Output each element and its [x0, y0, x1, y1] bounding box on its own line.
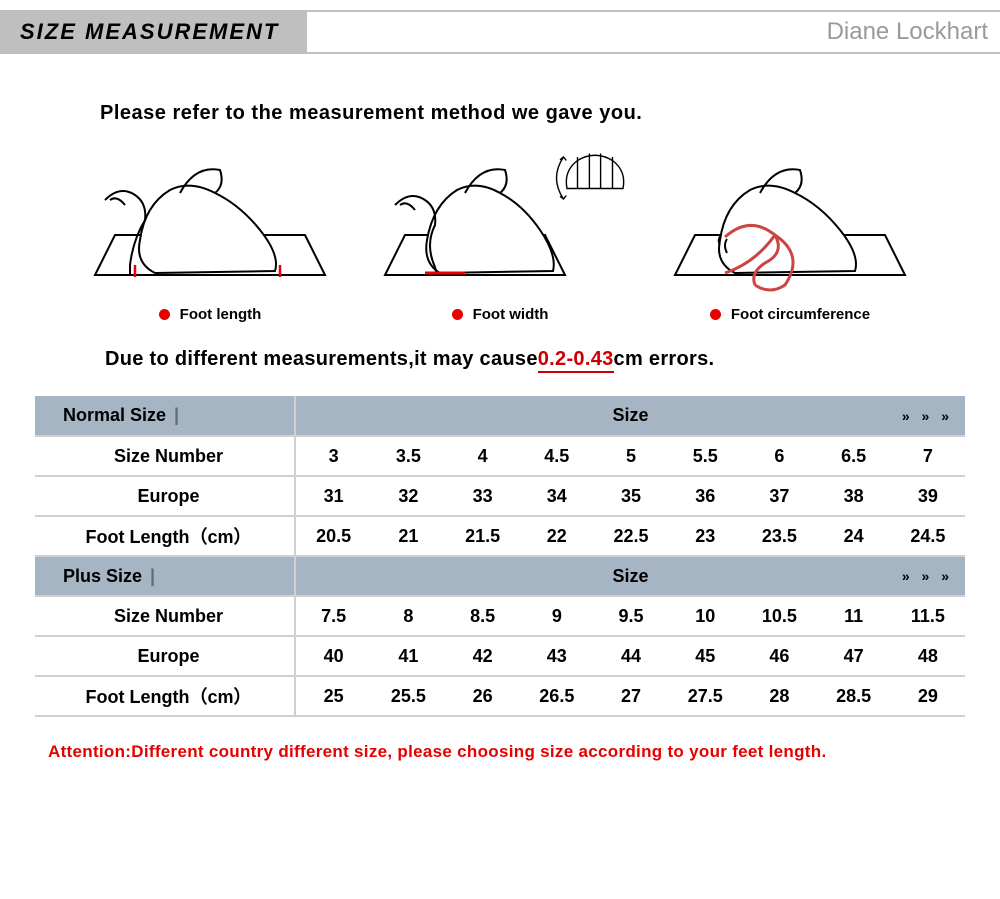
table-row: Foot Length（cm） 20.5 21 21.5 22 22.5 23 …	[35, 516, 965, 556]
table-section-normal: Normal Size| Size » » »	[35, 396, 965, 436]
caption-label: Foot length	[180, 306, 262, 323]
page-title: SIZE MEASUREMENT	[0, 12, 307, 52]
diagram-foot-length: Foot length	[75, 145, 345, 323]
section-label: Normal Size|	[35, 396, 295, 436]
red-dot-icon	[710, 309, 721, 320]
table-row: Size Number 3 3.5 4 4.5 5 5.5 6 6.5 7	[35, 436, 965, 476]
error-note: Due to different measurements,it may cau…	[105, 348, 1000, 371]
brand-name: Diane Lockhart	[827, 18, 1000, 46]
size-table: Normal Size| Size » » » Size Number 3 3.…	[35, 396, 965, 717]
diagram-foot-width: Foot width	[365, 145, 635, 323]
caption-foot-width: Foot width	[365, 306, 635, 323]
foot-length-illustration	[75, 145, 345, 295]
error-suffix: cm errors.	[614, 348, 715, 370]
section-size-label: Size » » »	[295, 396, 965, 436]
diagram-row: Foot length	[60, 145, 940, 323]
caption-label: Foot width	[473, 306, 549, 323]
row-label: Foot Length（cm）	[35, 676, 295, 716]
row-label: Europe	[35, 476, 295, 516]
red-dot-icon	[452, 309, 463, 320]
attention-text: Attention:Different country different si…	[48, 742, 965, 762]
table-section-plus: Plus Size| Size » » »	[35, 556, 965, 596]
error-value: 0.2-0.43	[538, 348, 614, 373]
header-bar: SIZE MEASUREMENT Diane Lockhart	[0, 10, 1000, 54]
section-size-label: Size » » »	[295, 556, 965, 596]
caption-foot-circumference: Foot circumference	[655, 306, 925, 323]
foot-width-illustration	[365, 145, 635, 295]
row-label: Size Number	[35, 436, 295, 476]
table-row: Foot Length（cm） 25 25.5 26 26.5 27 27.5 …	[35, 676, 965, 716]
section-label: Plus Size|	[35, 556, 295, 596]
caption-label: Foot circumference	[731, 306, 870, 323]
row-label: Foot Length（cm）	[35, 516, 295, 556]
table-row: Europe 31 32 33 34 35 36 37 38 39	[35, 476, 965, 516]
arrows-icon: » » »	[902, 568, 953, 584]
foot-circumference-illustration	[655, 145, 925, 295]
size-tables: Normal Size| Size » » » Size Number 3 3.…	[35, 396, 965, 717]
diagram-foot-circumference: Foot circumference	[655, 145, 925, 323]
table-row: Size Number 7.5 8 8.5 9 9.5 10 10.5 11 1…	[35, 596, 965, 636]
row-label: Size Number	[35, 596, 295, 636]
caption-foot-length: Foot length	[75, 306, 345, 323]
table-row: Europe 40 41 42 43 44 45 46 47 48	[35, 636, 965, 676]
red-dot-icon	[159, 309, 170, 320]
error-prefix: Due to different measurements,it may cau…	[105, 348, 538, 370]
instruction-text: Please refer to the measurement method w…	[100, 102, 1000, 125]
row-label: Europe	[35, 636, 295, 676]
arrows-icon: » » »	[902, 408, 953, 424]
